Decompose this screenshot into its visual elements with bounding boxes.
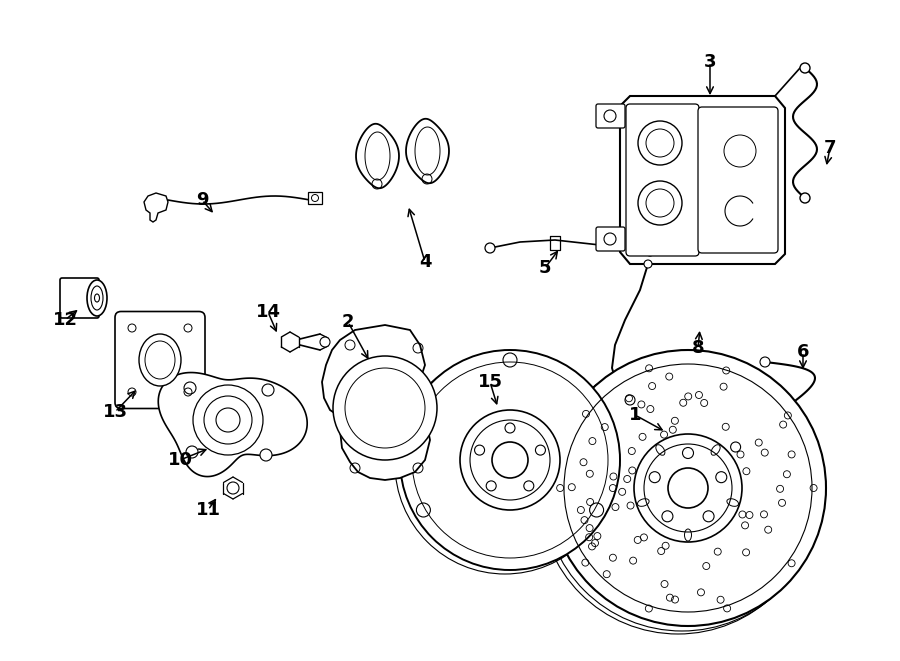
Circle shape (320, 337, 330, 347)
Polygon shape (144, 193, 168, 222)
Text: 13: 13 (103, 403, 128, 421)
Circle shape (800, 63, 810, 73)
Polygon shape (406, 119, 449, 183)
FancyBboxPatch shape (698, 107, 778, 253)
Circle shape (625, 395, 635, 405)
FancyBboxPatch shape (60, 278, 99, 318)
Circle shape (638, 181, 682, 225)
Circle shape (492, 442, 528, 478)
Text: 3: 3 (704, 53, 716, 71)
Ellipse shape (139, 334, 181, 386)
Text: 14: 14 (256, 303, 281, 321)
Polygon shape (308, 192, 322, 204)
Text: 11: 11 (195, 501, 220, 519)
Circle shape (668, 468, 708, 508)
Polygon shape (322, 325, 430, 480)
Polygon shape (620, 96, 785, 264)
Circle shape (800, 193, 810, 203)
Circle shape (186, 446, 198, 458)
Circle shape (262, 384, 274, 396)
Text: 12: 12 (52, 311, 77, 329)
Circle shape (760, 357, 770, 367)
Text: 1: 1 (629, 406, 641, 424)
Text: 5: 5 (539, 259, 551, 277)
Circle shape (731, 442, 741, 452)
Circle shape (260, 449, 272, 461)
Text: 9: 9 (196, 191, 208, 209)
Circle shape (333, 356, 437, 460)
Text: 2: 2 (342, 313, 355, 331)
Polygon shape (158, 373, 307, 477)
FancyBboxPatch shape (626, 104, 699, 256)
Circle shape (460, 410, 560, 510)
Circle shape (638, 121, 682, 165)
FancyBboxPatch shape (115, 311, 205, 408)
Circle shape (550, 350, 826, 626)
FancyBboxPatch shape (596, 104, 625, 128)
Ellipse shape (87, 280, 107, 316)
Text: 10: 10 (167, 451, 193, 469)
Text: 8: 8 (692, 339, 705, 357)
Circle shape (400, 350, 620, 570)
Text: 15: 15 (478, 373, 502, 391)
Circle shape (485, 243, 495, 253)
Text: 6: 6 (796, 343, 809, 361)
FancyBboxPatch shape (596, 227, 625, 251)
Text: 7: 7 (824, 139, 836, 157)
Circle shape (646, 248, 654, 256)
Circle shape (184, 382, 196, 394)
Circle shape (634, 434, 742, 542)
Circle shape (644, 260, 652, 268)
Polygon shape (356, 124, 399, 188)
Text: 4: 4 (418, 253, 431, 271)
